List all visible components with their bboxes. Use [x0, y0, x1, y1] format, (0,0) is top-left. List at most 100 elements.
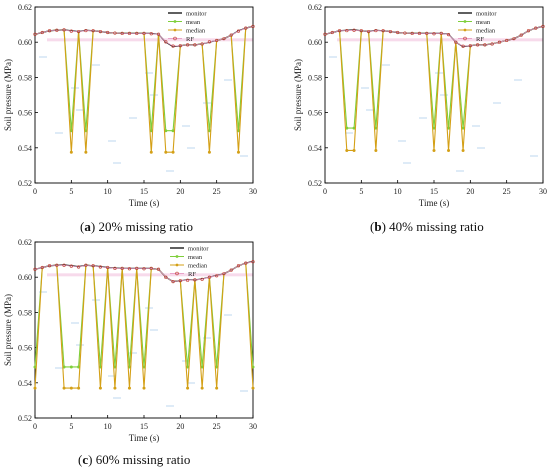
rf-point: [396, 30, 400, 35]
background-artifacts: [329, 38, 543, 172]
rf-point: [200, 277, 204, 281]
rf-point: [171, 280, 175, 284]
legend-marker: [463, 28, 467, 32]
legend-marker: [173, 28, 177, 32]
legend-label: mean: [476, 19, 491, 26]
mean-point: [207, 129, 211, 133]
y-tick-label: 0.62: [308, 3, 322, 12]
y-tick-label: 0.60: [308, 38, 322, 47]
rf-line: [34, 25, 254, 47]
rf-point: [69, 29, 73, 33]
y-tick-label: 0.56: [18, 109, 32, 118]
legend-label: median: [186, 28, 206, 35]
rf-point: [33, 32, 37, 36]
x-tick-label: 30: [539, 187, 547, 196]
x-tick-label: 5: [359, 187, 363, 196]
rf-point: [439, 31, 443, 36]
median-point: [33, 386, 37, 390]
y-axis-label: Soil pressure (MPa): [3, 59, 13, 131]
rf-point: [193, 43, 197, 47]
rf-point: [164, 275, 168, 279]
x-tick-label: 10: [394, 187, 402, 196]
rf-point: [40, 265, 44, 270]
rf-point: [374, 28, 378, 33]
median-point: [164, 150, 168, 154]
rf-point: [483, 43, 487, 47]
rf-point: [476, 43, 480, 47]
rf-point: [156, 32, 161, 36]
mean-point: [69, 365, 73, 369]
rf-point: [345, 28, 349, 33]
rf-point: [106, 30, 110, 35]
median-point: [352, 148, 356, 152]
rf-point: [69, 264, 73, 268]
rf-point: [47, 264, 52, 268]
rf-point: [76, 30, 81, 34]
rf-point: [403, 31, 407, 35]
mean-point: [186, 365, 190, 369]
rf-point: [323, 32, 327, 36]
rf-point: [505, 38, 509, 43]
rf-line: [324, 25, 544, 47]
x-tick-label: 20: [466, 187, 474, 196]
rf-point: [244, 26, 248, 30]
y-tick-label: 0.52: [18, 179, 32, 188]
rf-point: [127, 31, 132, 36]
legend-label: RF: [188, 271, 196, 278]
rf-point: [446, 33, 451, 37]
median-point: [62, 386, 66, 390]
rf-point: [215, 38, 219, 43]
rf-point: [142, 31, 146, 36]
rf-point: [178, 279, 182, 283]
median-point: [186, 386, 190, 390]
rf-point: [410, 31, 414, 36]
median-point: [236, 150, 240, 154]
legend-marker: [175, 255, 179, 258]
rf-point: [149, 32, 153, 36]
median-point: [69, 150, 73, 154]
x-axis-label: Time (s): [419, 198, 449, 208]
y-tick-label: 0.62: [18, 238, 32, 247]
legend-marker: [173, 36, 177, 41]
rf-point: [367, 30, 371, 34]
legend-label: monitor: [188, 246, 209, 253]
rf-point: [91, 29, 95, 33]
median-point: [215, 386, 219, 390]
rf-point: [178, 44, 182, 48]
rf-point: [468, 44, 472, 48]
rf-point: [113, 266, 117, 271]
legend-marker: [175, 263, 179, 267]
rf-point: [222, 272, 226, 276]
median-point: [374, 148, 378, 152]
rf-point: [76, 265, 81, 269]
median-point: [171, 150, 175, 154]
x-tick-label: 5: [69, 187, 73, 196]
caption-a: (a) 20% missing ratio: [80, 219, 194, 234]
rf-point: [84, 263, 88, 267]
rf-point: [534, 26, 538, 30]
y-tick-label: 0.54: [18, 379, 32, 388]
legend-label: median: [476, 28, 496, 35]
monitor-line: [34, 260, 254, 283]
rf-point: [381, 29, 385, 33]
chart-panel-c: 0 5 10 15 20 25 30 0.52 0.54 0.56 0.58 0.60 0.62 Time…: [3, 238, 257, 443]
median-point: [69, 386, 73, 390]
mean-point: [447, 126, 451, 130]
rf-point: [229, 268, 233, 272]
x-tick-label: 25: [213, 422, 221, 431]
x-tick-label: 25: [503, 187, 511, 196]
legend-label: mean: [186, 19, 201, 26]
legend-marker: [463, 20, 467, 23]
rf-point: [47, 29, 52, 33]
rf-point: [193, 278, 197, 282]
rf-point: [84, 28, 88, 33]
y-tick-label: 0.58: [18, 73, 32, 82]
median-point: [149, 150, 153, 154]
rf-point: [91, 264, 95, 268]
x-tick-label: 15: [140, 187, 148, 196]
legend-label: monitor: [186, 11, 207, 18]
rf-point: [236, 264, 241, 268]
x-tick-label: 20: [176, 422, 184, 431]
rf-point: [120, 31, 124, 36]
